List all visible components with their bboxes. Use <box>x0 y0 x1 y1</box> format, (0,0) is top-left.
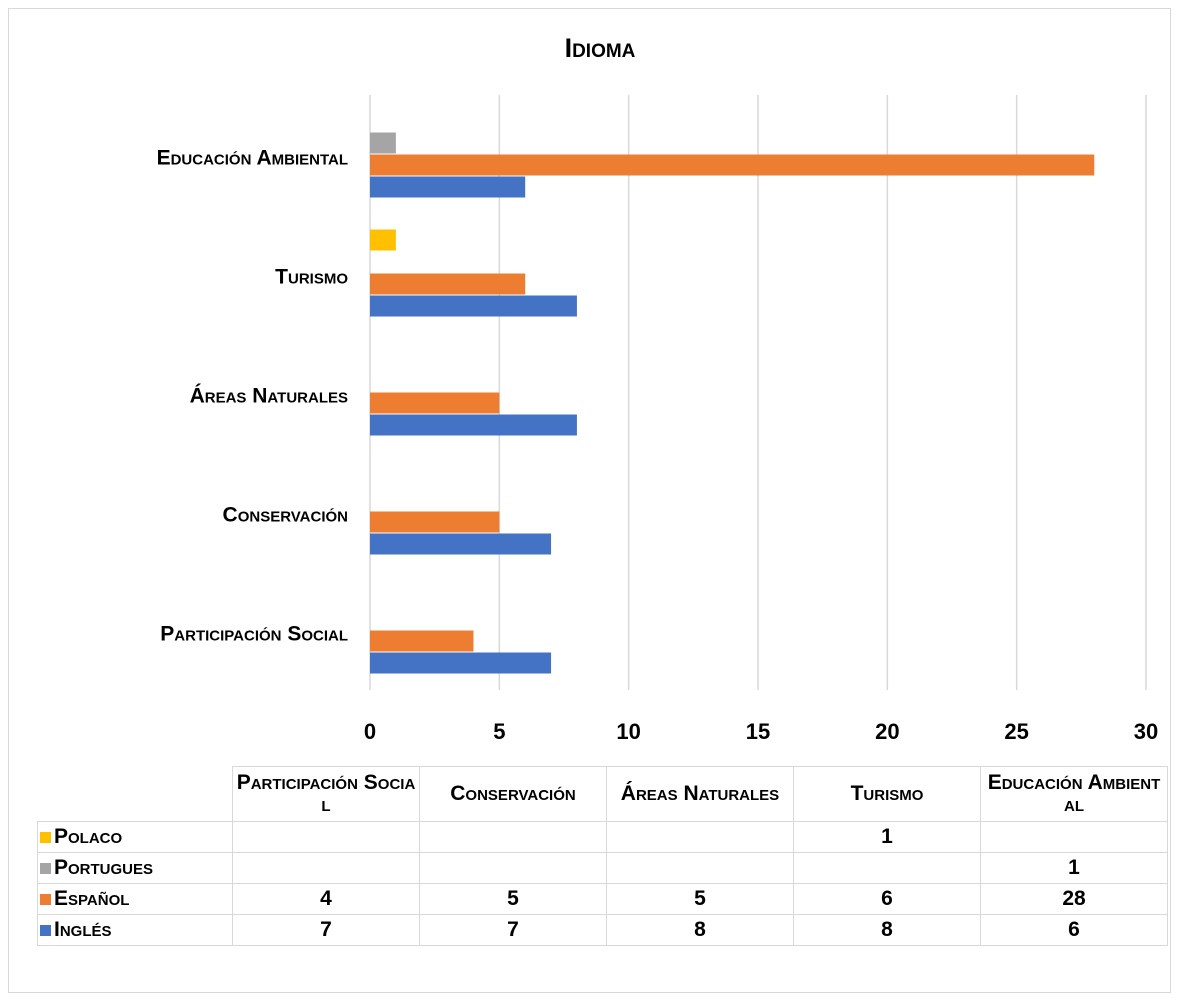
bar <box>370 273 526 295</box>
x-tick-label: 10 <box>616 719 640 744</box>
bar <box>370 229 396 251</box>
table-header: Educación Ambiental <box>980 766 1168 822</box>
legend-swatch <box>40 863 51 874</box>
legend-swatch <box>40 925 51 936</box>
table-header-row: Participación Social Conservación Áreas Na… <box>38 766 1168 822</box>
legend-label: Portugues <box>54 856 154 879</box>
table-header: Participación Social <box>232 766 420 822</box>
bar <box>370 414 577 436</box>
y-tick-label: Educación Ambiental <box>157 147 348 170</box>
x-tick-label: 20 <box>875 719 899 744</box>
legend-cell: Español <box>37 883 233 915</box>
x-tick-label: 30 <box>1134 719 1158 744</box>
table-cell: 5 <box>419 883 607 915</box>
table-cell: 6 <box>793 883 981 915</box>
bar <box>370 511 500 533</box>
table-header: Conservación <box>419 766 607 822</box>
table-cell <box>606 821 794 853</box>
legend-label: Español <box>54 887 130 910</box>
x-tick-label: 25 <box>1004 719 1028 744</box>
y-tick-label: Conservación <box>223 504 348 527</box>
y-tick-label: Participación Social <box>160 623 348 646</box>
table-cell: 4 <box>232 883 420 915</box>
table-corner <box>38 767 233 822</box>
chart-title: Idioma <box>565 33 636 63</box>
legend-cell: Portugues <box>37 852 233 884</box>
table-row: Portugues 1 <box>37 852 1168 884</box>
table-cell <box>232 821 420 853</box>
legend-label: Inglés <box>54 918 112 941</box>
table-cell: 6 <box>980 914 1168 946</box>
data-table: Participación Social Conservación Áreas Na… <box>37 766 1168 946</box>
table-header: Turismo <box>793 766 981 822</box>
table-row: Español 4 5 5 6 28 <box>37 883 1168 915</box>
x-tick-label: 15 <box>746 719 770 744</box>
table-row: Inglés 7 7 8 8 6 <box>37 914 1168 946</box>
legend-cell: Inglés <box>37 914 233 946</box>
x-tick-label: 5 <box>493 719 505 744</box>
table-header: Áreas Naturales <box>606 766 794 822</box>
legend-swatch <box>40 894 51 905</box>
bar <box>370 630 474 652</box>
table-cell: 1 <box>793 821 981 853</box>
table-cell <box>980 821 1168 853</box>
legend-cell: Polaco <box>37 821 233 853</box>
bar <box>370 176 526 198</box>
legend-label: Polaco <box>54 825 123 848</box>
legend-swatch <box>40 832 51 843</box>
table-cell <box>232 852 420 884</box>
bar <box>370 533 552 555</box>
bar <box>370 652 552 674</box>
bar <box>370 132 396 154</box>
x-tick-label: 0 <box>364 719 376 744</box>
bar <box>370 154 1095 176</box>
bar <box>370 392 500 414</box>
y-tick-label: Turismo <box>275 266 348 289</box>
bar <box>370 295 577 317</box>
table-cell: 7 <box>232 914 420 946</box>
table-cell <box>793 852 981 884</box>
table-row: Polaco 1 <box>37 821 1168 853</box>
table-cell: 5 <box>606 883 794 915</box>
table-cell: 28 <box>980 883 1168 915</box>
table-cell: 8 <box>793 914 981 946</box>
table-cell: 7 <box>419 914 607 946</box>
table-cell <box>606 852 794 884</box>
y-tick-label: Áreas Naturales <box>190 385 348 408</box>
table-cell <box>419 852 607 884</box>
table-cell: 1 <box>980 852 1168 884</box>
chart-border <box>8 8 1171 993</box>
table-cell <box>419 821 607 853</box>
table-cell: 8 <box>606 914 794 946</box>
